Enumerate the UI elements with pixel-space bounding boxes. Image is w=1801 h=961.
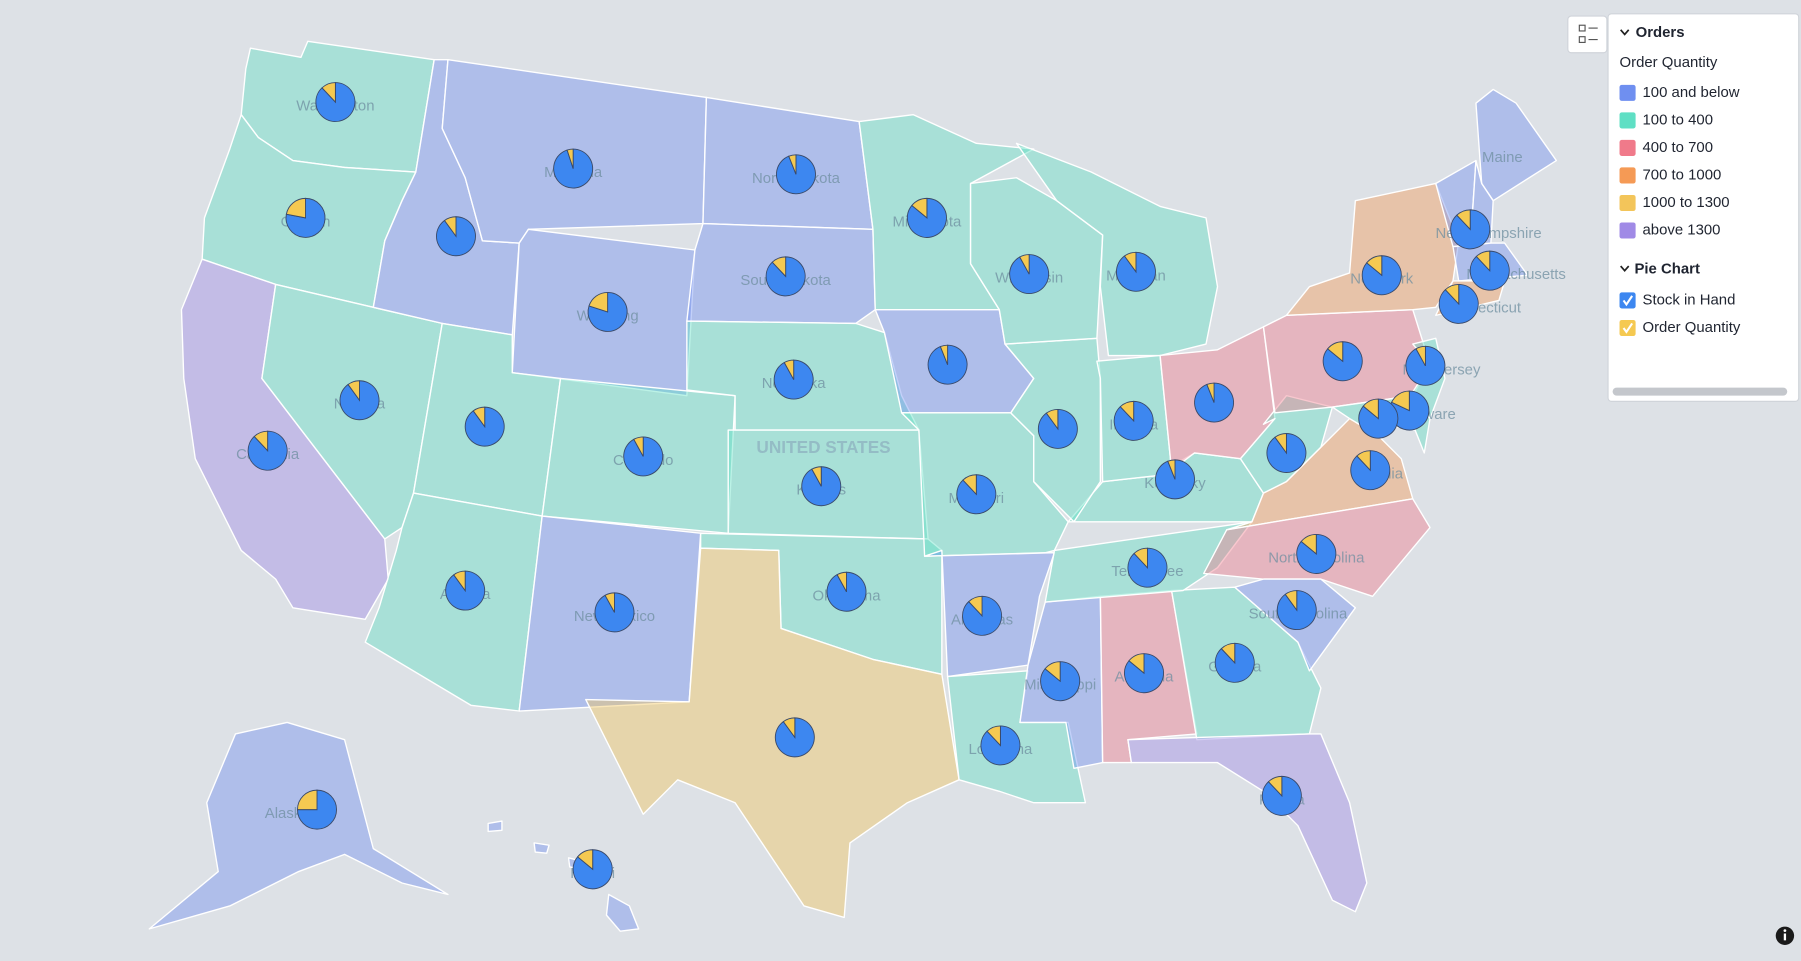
state-shape[interactable] [1226, 417, 1414, 531]
legend-swatch[interactable] [1619, 222, 1636, 239]
pie-slice-order[interactable] [1206, 382, 1215, 403]
pie-slice-order[interactable] [1356, 450, 1371, 472]
pie-legend-title[interactable]: Pie Chart [1634, 261, 1700, 277]
legend-label[interactable]: 1000 to 1300 [1642, 195, 1729, 211]
legend-swatch[interactable] [1619, 194, 1636, 212]
legend-panel: Orders Order Quantity Pie Chart 100 and … [1607, 13, 1800, 402]
pie-slice-order[interactable] [783, 359, 795, 380]
state-label: Maine [1482, 150, 1523, 166]
pie-slice-order[interactable] [1362, 398, 1379, 420]
pie-slice-order[interactable] [1133, 547, 1148, 569]
pie-slice-order[interactable] [588, 291, 609, 313]
pies-layer [247, 82, 1510, 890]
pie-slice-order[interactable] [253, 430, 269, 452]
pie-slice-order[interactable] [1415, 345, 1426, 367]
pie-slice-order[interactable] [1444, 283, 1460, 306]
legend-label[interactable]: 100 to 400 [1642, 112, 1713, 128]
legend-swatch[interactable] [1619, 84, 1636, 101]
pie-slice-order[interactable] [1220, 642, 1236, 664]
legend-label[interactable]: 700 to 1000 [1642, 167, 1721, 183]
pie-slice-order[interactable] [1475, 250, 1491, 272]
pie-slice-order[interactable] [576, 849, 594, 871]
scrollbar[interactable] [1612, 387, 1788, 396]
pie-slice-order[interactable] [1044, 661, 1061, 683]
pie-slice-order[interactable] [1391, 390, 1410, 412]
pie-slice-order[interactable] [1327, 341, 1344, 363]
pie-slice-order[interactable] [1300, 533, 1317, 555]
state-shape[interactable] [1285, 182, 1460, 317]
pie-slice-order[interactable] [1128, 653, 1145, 675]
pie-slice-order[interactable] [285, 197, 306, 219]
info-button[interactable] [1775, 926, 1795, 945]
pie-slice-order[interactable] [443, 216, 457, 238]
pie-slice-order[interactable] [1366, 255, 1383, 277]
toggle-button[interactable] [1567, 15, 1608, 54]
legend-label[interactable]: above 1300 [1642, 222, 1720, 238]
pie-slice-order[interactable] [788, 154, 797, 175]
icon-part [1783, 933, 1787, 941]
pie-slice-order[interactable] [633, 436, 644, 457]
pie-slice-order[interactable] [1123, 251, 1137, 274]
state-shape[interactable] [1127, 733, 1368, 913]
pie-slice-order[interactable] [1119, 400, 1135, 423]
legend-swatch[interactable] [1619, 112, 1636, 129]
pie-slice-stock[interactable] [297, 789, 337, 830]
legend-background [1607, 13, 1800, 402]
pie-slice-order[interactable] [962, 474, 977, 496]
collapse-chevron[interactable] [1620, 265, 1630, 272]
pie-slice-order[interactable] [604, 592, 615, 613]
icon-part [1783, 929, 1787, 932]
pie-slice-order[interactable] [771, 256, 787, 278]
legend-swatch[interactable] [1619, 167, 1636, 184]
pie-slice-order[interactable] [911, 197, 928, 219]
pie-slice-order[interactable] [1274, 433, 1287, 455]
pie-slice-order[interactable] [472, 406, 486, 429]
collapse-chevron[interactable] [1620, 29, 1630, 36]
pie-slice-order[interactable] [297, 789, 318, 811]
pie-slice-stock[interactable] [285, 197, 326, 238]
check-mark [1622, 295, 1634, 307]
pie-slice-order[interactable] [1167, 459, 1176, 480]
pie-slice-order[interactable] [782, 717, 796, 739]
state-shape[interactable] [148, 721, 449, 930]
pie-slice-order[interactable] [566, 148, 574, 169]
legend-checkbox[interactable] [1619, 319, 1636, 337]
pie-slice-order[interactable] [1284, 590, 1298, 612]
pie-slice-order[interactable] [321, 82, 336, 104]
pie-slice-order[interactable] [453, 570, 466, 593]
state-shape[interactable] [1015, 142, 1219, 357]
pie-slice-order[interactable] [811, 466, 822, 487]
legend-label[interactable]: 100 and below [1642, 85, 1739, 101]
pie-slice-order[interactable] [968, 595, 983, 617]
legend-title[interactable]: Orders [1636, 25, 1685, 41]
pie-slice-order[interactable] [1456, 209, 1471, 231]
icon-part [1578, 24, 1586, 32]
state-shape[interactable] [585, 547, 960, 919]
state-shape[interactable] [487, 820, 640, 932]
country-label: UNITED STATES [756, 437, 890, 457]
pie-slice-order[interactable] [939, 344, 949, 365]
legend-checkbox[interactable] [1619, 292, 1636, 309]
pie-slice-order[interactable] [1267, 775, 1283, 798]
legend-label[interactable]: Order Quantity [1642, 320, 1740, 336]
pie-slice-order[interactable] [986, 725, 1001, 747]
legend-label[interactable]: Stock in Hand [1642, 292, 1735, 308]
check-mark [1622, 322, 1634, 334]
pie-slice-order[interactable] [836, 571, 847, 592]
legend-swatch[interactable] [1619, 139, 1636, 156]
pie-slice-order[interactable] [1019, 254, 1030, 275]
pie-slice-order[interactable] [347, 380, 360, 402]
legend-subtitle: Order Quantity [1620, 55, 1718, 71]
icon-part [1578, 36, 1586, 44]
layer-toggle[interactable] [1567, 15, 1608, 54]
pie-slice-order[interactable] [1045, 408, 1059, 431]
legend-label[interactable]: 400 to 700 [1642, 140, 1713, 156]
